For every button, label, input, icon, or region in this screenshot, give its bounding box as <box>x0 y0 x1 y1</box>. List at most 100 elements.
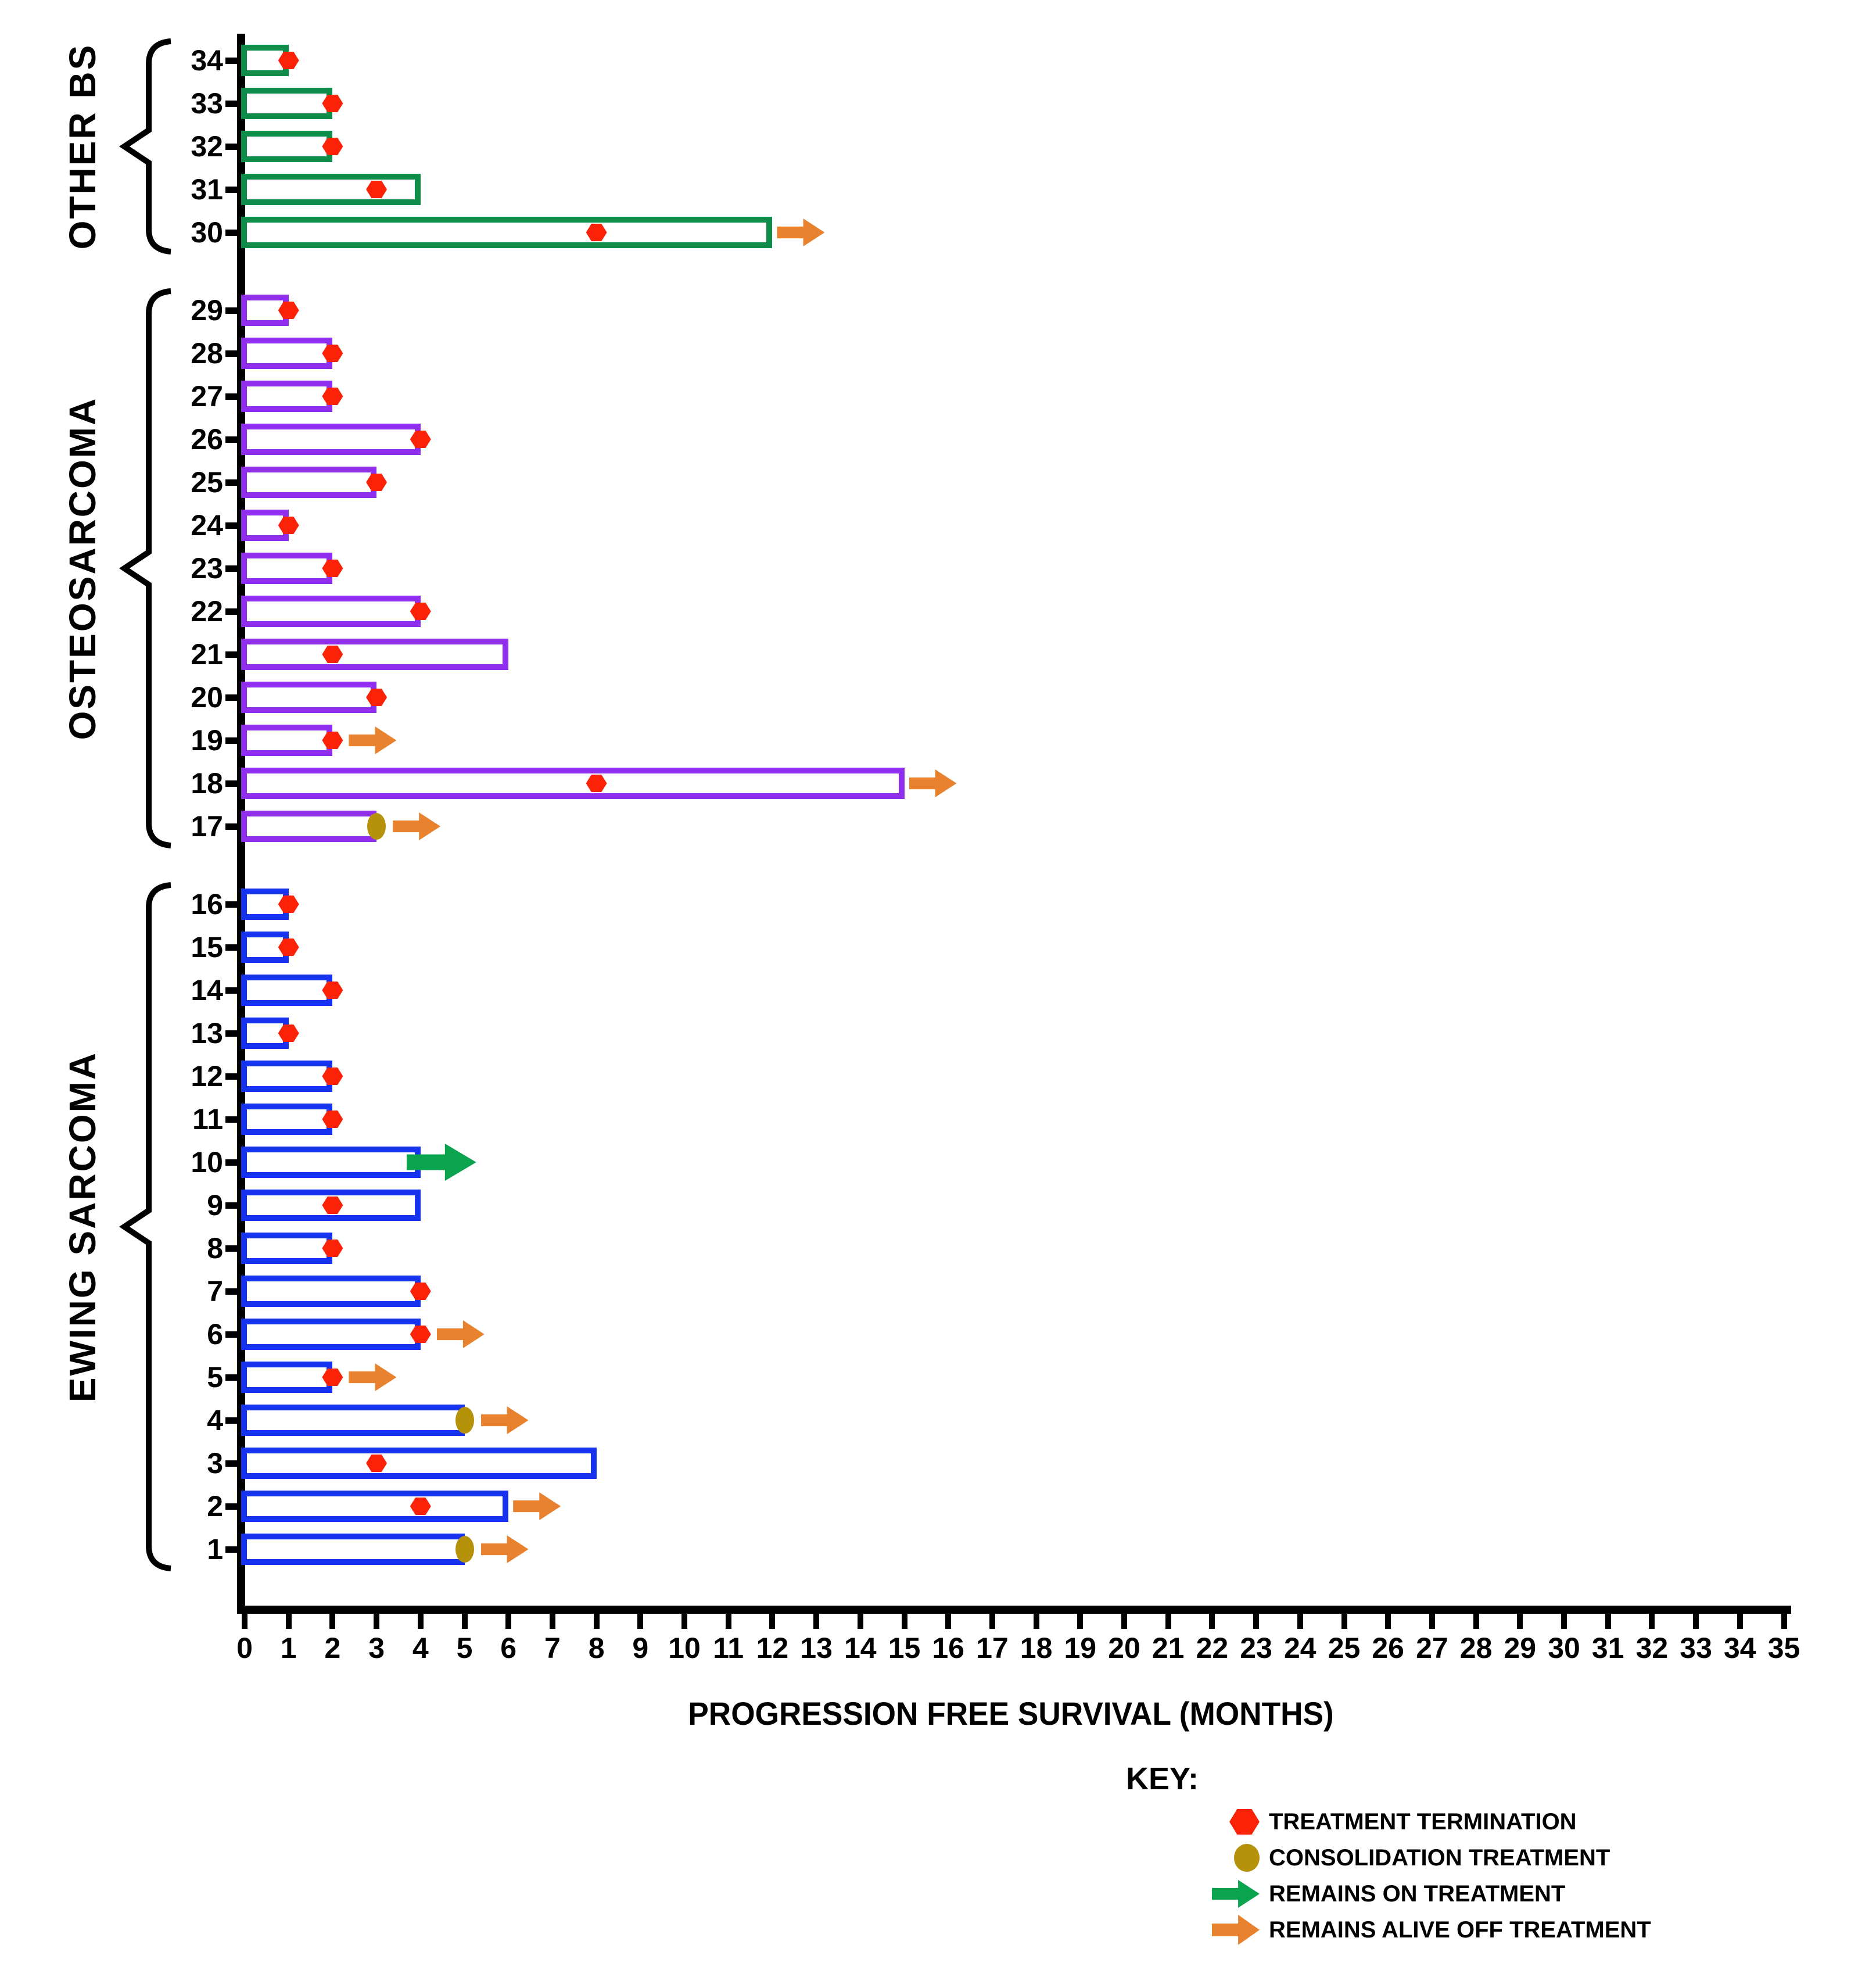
legend-marker-box <box>1189 1844 1260 1872</box>
x-tick-label: 35 <box>1767 1632 1800 1664</box>
x-tick <box>1517 1614 1523 1629</box>
legend-marker-box <box>1189 1809 1260 1835</box>
x-tick <box>681 1614 687 1629</box>
swimmer-bar <box>241 596 421 627</box>
x-tick-label: 32 <box>1635 1632 1669 1664</box>
row-tick <box>225 944 242 951</box>
x-tick-label: 5 <box>456 1632 473 1664</box>
x-tick-label: 13 <box>800 1632 833 1664</box>
x-tick <box>1385 1614 1391 1629</box>
x-tick <box>1165 1614 1171 1629</box>
patient-row-number: 15 <box>191 931 223 963</box>
swimmer-bar <box>241 217 773 248</box>
swimmer-bar <box>241 1147 421 1178</box>
x-tick-label: 9 <box>632 1632 649 1664</box>
row-tick <box>225 350 242 357</box>
row-tick <box>225 1245 242 1252</box>
swimmer-bar <box>241 682 377 713</box>
patient-row-number: 10 <box>191 1146 223 1179</box>
row-tick <box>225 1030 242 1037</box>
olive-circle-icon <box>1234 1844 1260 1872</box>
patient-row-number: 14 <box>191 974 223 1006</box>
orange-arrow-icon <box>1212 1915 1260 1945</box>
remains-alive-off-treatment-arrow <box>480 1535 529 1563</box>
row-tick <box>225 1374 242 1381</box>
row-tick <box>225 1202 242 1209</box>
x-tick-label: 2 <box>324 1632 341 1664</box>
swimmer-bar <box>241 467 377 498</box>
x-tick-label: 1 <box>280 1632 297 1664</box>
swimmer-bar <box>241 1448 597 1479</box>
patient-row-number: 33 <box>191 87 223 120</box>
x-tick-label: 0 <box>236 1632 253 1664</box>
consolidation-treatment-marker <box>455 1407 474 1434</box>
x-tick <box>989 1614 995 1629</box>
row-tick <box>225 187 242 193</box>
x-tick <box>1737 1614 1743 1629</box>
row-tick <box>225 987 242 994</box>
legend-marker-box <box>1189 1880 1260 1908</box>
x-tick-label: 22 <box>1196 1632 1229 1664</box>
x-tick <box>1297 1614 1303 1629</box>
swimmer-bar <box>241 1534 465 1565</box>
x-tick-label: 14 <box>844 1632 877 1664</box>
x-axis-line <box>237 1606 1791 1614</box>
x-tick-label: 8 <box>588 1632 605 1664</box>
swimmer-bar <box>241 338 333 369</box>
row-tick <box>225 608 242 615</box>
patient-row-number: 11 <box>192 1103 223 1136</box>
legend-item: TREATMENT TERMINATION <box>1189 1804 1577 1840</box>
x-axis-title: PROGRESSION FREE SURVIVAL (MONTHS) <box>688 1695 1334 1732</box>
row-tick <box>225 1116 242 1123</box>
patient-row-number: 27 <box>191 380 223 413</box>
x-tick <box>1077 1614 1084 1629</box>
consolidation-treatment-marker <box>367 813 386 840</box>
x-tick <box>637 1614 644 1629</box>
row-tick <box>225 823 242 830</box>
swimmer-bar <box>241 295 289 326</box>
x-tick <box>1429 1614 1435 1629</box>
patient-row-number: 17 <box>191 810 223 843</box>
x-tick <box>593 1614 600 1629</box>
remains-alive-off-treatment-arrow <box>349 726 397 754</box>
row-tick <box>225 144 242 150</box>
patient-row-number: 24 <box>191 509 223 542</box>
x-tick <box>1209 1614 1215 1629</box>
patient-row-number: 19 <box>191 724 223 757</box>
x-tick-label: 10 <box>668 1632 701 1664</box>
x-tick <box>505 1614 512 1629</box>
x-tick-label: 11 <box>713 1632 744 1664</box>
swimmer-bar <box>241 1233 333 1264</box>
row-tick <box>225 1546 242 1553</box>
patient-row-number: 34 <box>191 44 223 77</box>
patient-row-number: 5 <box>207 1361 223 1394</box>
row-tick <box>225 230 242 236</box>
row-tick <box>225 1159 242 1166</box>
x-tick <box>1605 1614 1611 1629</box>
patient-row-number: 23 <box>191 552 223 585</box>
patient-row-number: 9 <box>207 1189 223 1222</box>
patient-row-number: 16 <box>191 888 223 920</box>
swimmer-bar <box>241 975 333 1006</box>
remains-alive-off-treatment-arrow <box>480 1406 529 1434</box>
row-tick <box>225 479 242 486</box>
swimmer-bar <box>241 1491 509 1522</box>
swimmer-bar <box>241 1319 421 1350</box>
x-tick-label: 34 <box>1723 1632 1756 1664</box>
remains-alive-off-treatment-arrow <box>909 769 957 797</box>
patient-row-number: 7 <box>207 1275 223 1308</box>
swimmer-bar <box>241 88 333 119</box>
patient-row-number: 2 <box>207 1490 223 1523</box>
remains-alive-off-treatment-arrow <box>349 1363 397 1391</box>
swimmer-bar <box>241 1276 421 1307</box>
group-label: EWING SARCOMA <box>62 1051 103 1403</box>
patient-row-number: 29 <box>191 294 223 327</box>
legend-item: REMAINS ALIVE OFF TREATMENT <box>1189 1912 1651 1948</box>
group-brace <box>119 38 171 255</box>
row-tick <box>225 58 242 64</box>
red-hexagon-icon <box>1229 1809 1260 1835</box>
x-tick-label: 28 <box>1459 1632 1493 1664</box>
legend-item-label: CONSOLIDATION TREATMENT <box>1269 1844 1610 1871</box>
green-arrow-icon <box>1212 1880 1260 1908</box>
